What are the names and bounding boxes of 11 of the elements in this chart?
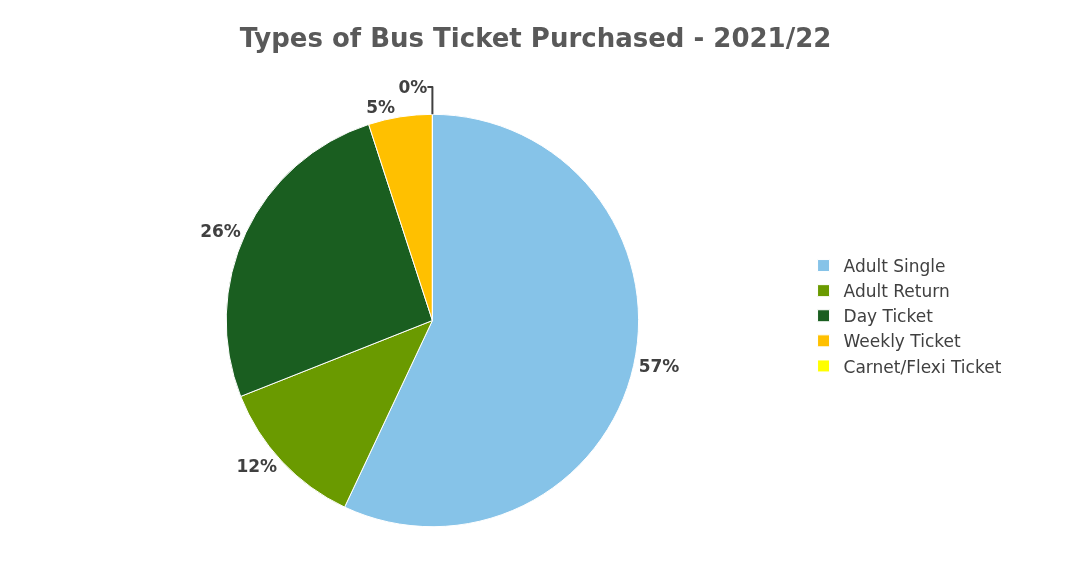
data-label: 26% [200, 220, 241, 241]
legend-label: Adult Return [843, 281, 950, 302]
data-label: 57% [638, 355, 680, 376]
data-label: 5% [366, 97, 396, 118]
legend-label: Adult Single [843, 256, 946, 277]
legend-label: Carnet/Flexi Ticket [843, 356, 1002, 377]
data-label: 12% [236, 456, 278, 477]
text: 0% [398, 77, 428, 98]
chart-title: Types of Bus Ticket Purchased - 2021/22 [239, 23, 832, 54]
legend-label: Weekly Ticket [843, 331, 961, 352]
legend-label: Day Ticket [843, 306, 934, 327]
